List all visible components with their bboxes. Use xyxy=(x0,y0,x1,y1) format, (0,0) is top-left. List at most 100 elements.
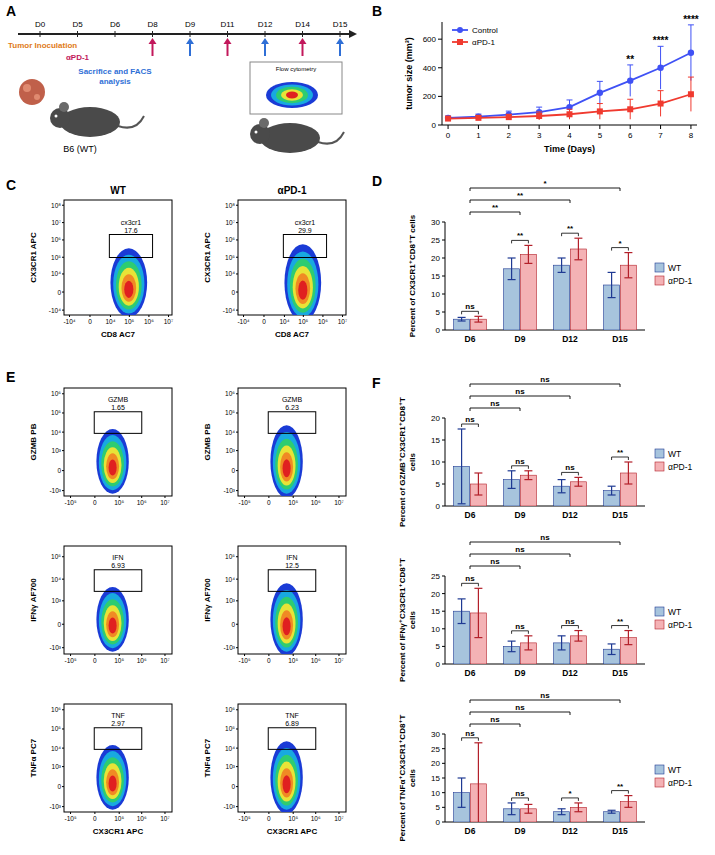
plot-marks xyxy=(454,429,637,506)
y-tick xyxy=(62,310,64,311)
y-tick-label: 10 xyxy=(431,290,440,299)
y-tick xyxy=(62,556,64,557)
y-tick-label: 10⁴ xyxy=(51,576,61,583)
x-tick-label: 10⁵ xyxy=(124,318,134,325)
y-tick-label: 15 xyxy=(431,436,440,445)
significance: ** xyxy=(567,224,574,233)
x-tick-label: -10⁵ xyxy=(65,815,77,822)
significance: ** xyxy=(617,782,624,791)
x-tick-label: 10⁵ xyxy=(288,815,298,822)
y-tick-label: 30 xyxy=(431,218,440,227)
x-tick-label: 10⁵ xyxy=(298,318,308,325)
error-cap xyxy=(688,77,694,78)
x-tick xyxy=(293,812,294,814)
y-tick-label: -10⁴ xyxy=(223,307,235,314)
x-tick xyxy=(243,315,244,317)
gate-value: 6.93 xyxy=(111,562,125,569)
error-bar xyxy=(511,803,512,815)
error-cap xyxy=(574,641,582,642)
y-tick-label: 10⁶ xyxy=(51,236,61,243)
x-axis-title: CX3CR1 APC xyxy=(93,827,144,836)
y-axis-title: GZMB PB xyxy=(29,423,38,460)
significance: **** xyxy=(653,35,669,46)
y-tick xyxy=(442,418,445,419)
mouse-tail xyxy=(118,116,144,128)
significance: ns xyxy=(565,617,575,626)
y-tick xyxy=(62,432,64,433)
error-cap xyxy=(458,598,466,599)
bar xyxy=(604,812,620,822)
y-tick-label: 0 xyxy=(436,818,441,827)
y-axis-title: TNFα PC7 xyxy=(203,738,212,777)
density xyxy=(96,587,128,652)
legend-swatch xyxy=(655,778,664,787)
treatment-arrow xyxy=(149,38,157,56)
density-level xyxy=(283,459,291,477)
x-tick-label: 0 xyxy=(93,657,97,664)
error-cap xyxy=(574,259,582,260)
error-cap xyxy=(474,316,482,317)
density-level xyxy=(295,273,310,304)
density-level xyxy=(280,452,293,481)
gate-name: IFN xyxy=(286,554,297,561)
significance: ns xyxy=(515,622,525,631)
flow-frame xyxy=(64,200,172,315)
column-title: αPD-1 xyxy=(278,185,307,196)
x-tick-label: 6 xyxy=(628,131,633,140)
gate-value: 1.65 xyxy=(111,404,125,411)
day-tick xyxy=(265,31,266,37)
error-cap xyxy=(574,477,582,478)
x-tick xyxy=(448,125,449,129)
y-tick xyxy=(236,222,238,223)
x-tick xyxy=(119,496,120,498)
y-tick xyxy=(438,67,442,68)
y-tick-label: 5 xyxy=(436,642,441,651)
error-cap xyxy=(508,814,516,815)
gate xyxy=(268,728,316,750)
y-tick-label: -10⁴ xyxy=(49,307,61,314)
error-cap xyxy=(458,503,466,504)
error-cap xyxy=(624,795,632,796)
mouse-eye xyxy=(255,131,258,134)
significance: ns xyxy=(465,302,475,311)
x-tick-label: 10⁵ xyxy=(114,657,124,664)
density-level xyxy=(101,441,124,486)
significance: ** xyxy=(517,191,524,200)
y-tick-label: 10⁴ xyxy=(225,745,235,752)
analysis-arrow xyxy=(261,38,269,56)
x-tick-label: -10⁵ xyxy=(65,499,77,506)
x-tick xyxy=(268,654,269,656)
x-tick-label: D6 xyxy=(465,668,476,678)
y-axis-title: IFNγ AF700 xyxy=(29,578,38,622)
analysis-arrow-head xyxy=(261,38,269,44)
error-cap xyxy=(474,637,482,638)
error-cap xyxy=(508,279,516,280)
bracket xyxy=(562,798,579,801)
x-tick-label: 10⁵ xyxy=(288,499,298,506)
y-tick-label: 10⁶ xyxy=(225,706,235,713)
error-cap xyxy=(536,111,542,112)
marker xyxy=(536,113,542,119)
y-tick-label: 600 xyxy=(423,35,437,44)
x-tick xyxy=(70,654,71,656)
y-tick-label: 10 xyxy=(431,625,440,634)
inset-density xyxy=(271,84,313,105)
day-label: D12 xyxy=(258,20,273,29)
x-tick-label: D9 xyxy=(515,668,526,678)
y-tick-label: 10⁵ xyxy=(51,553,61,560)
legend-swatch xyxy=(655,620,664,629)
y-tick-label: 10⁵ xyxy=(51,725,61,732)
error-bar xyxy=(461,599,462,624)
legend-label: αPD-1 xyxy=(668,620,693,630)
legend-label: WT xyxy=(668,449,681,459)
bracket xyxy=(562,472,579,475)
error-cap xyxy=(558,492,566,493)
y-tick xyxy=(442,294,445,295)
density-level xyxy=(287,251,318,315)
flow-frame xyxy=(238,388,346,496)
x-tick xyxy=(660,125,661,129)
density-level xyxy=(109,617,117,633)
panel-letter: C xyxy=(6,177,16,193)
density-level xyxy=(96,745,128,810)
x-tick xyxy=(569,125,570,129)
